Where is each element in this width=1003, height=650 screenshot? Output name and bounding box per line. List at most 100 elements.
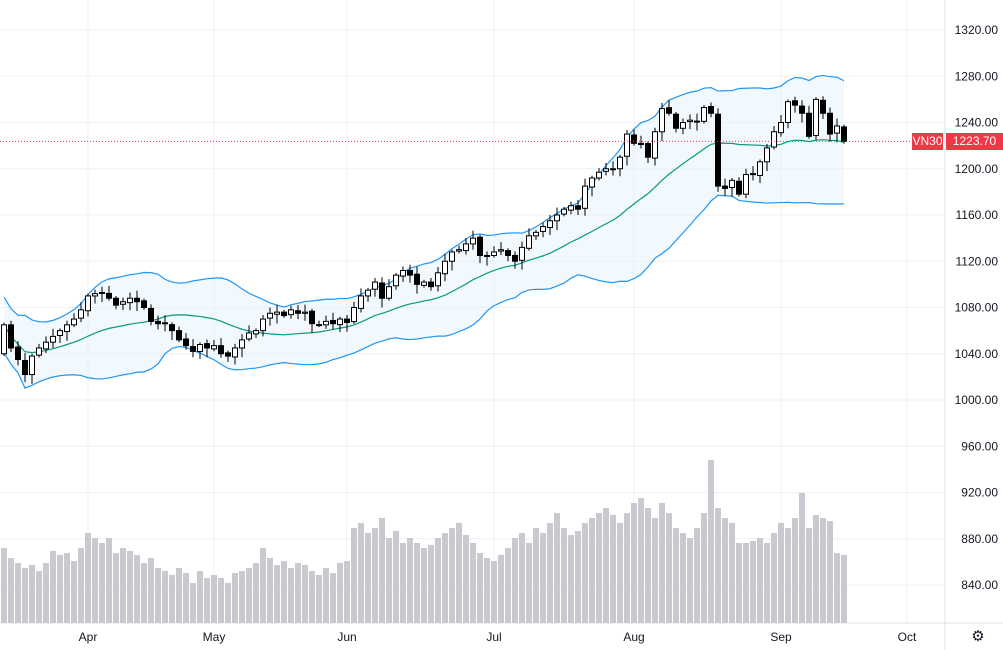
volume-bar <box>22 568 28 623</box>
last-price-badge: 1223.70 <box>946 133 1003 150</box>
candle <box>120 301 126 305</box>
y-tick-label: 1080.00 <box>955 301 999 315</box>
volume-bar <box>309 571 315 623</box>
volume-bar <box>729 523 735 623</box>
volume-bar <box>554 513 560 623</box>
candle <box>813 98 819 136</box>
candle <box>589 177 595 188</box>
volume-bar <box>148 558 154 623</box>
candle <box>820 99 826 114</box>
candle <box>323 320 329 326</box>
volume-bar <box>190 583 196 623</box>
candle <box>743 174 749 195</box>
candle <box>113 297 119 306</box>
candle <box>554 214 560 222</box>
candle <box>694 120 700 123</box>
volume-bar <box>638 498 644 623</box>
candle <box>449 251 455 262</box>
volume-bar <box>687 538 693 623</box>
bollinger-lower <box>3 194 845 389</box>
x-tick-label: Oct <box>898 630 917 644</box>
volume-bar <box>785 528 791 623</box>
volume-bar <box>673 528 679 623</box>
volume-bar <box>708 460 714 623</box>
volume-bar <box>351 528 357 623</box>
candle <box>64 324 70 333</box>
candle <box>596 171 602 179</box>
x-tick-label: Jul <box>486 630 501 644</box>
bollinger-basis <box>3 139 845 354</box>
volume-bar <box>610 515 616 623</box>
volume-bar <box>652 518 658 623</box>
candle <box>43 341 49 350</box>
candle <box>302 311 308 314</box>
candle <box>15 346 21 361</box>
candle <box>484 254 490 257</box>
gear-icon[interactable]: ⚙ <box>971 628 985 645</box>
candle <box>337 318 343 326</box>
candle <box>162 322 168 325</box>
volume-bar <box>421 548 427 623</box>
volume-bar <box>575 531 581 623</box>
candle <box>274 311 280 315</box>
volume-bar <box>778 523 784 623</box>
candle <box>386 286 392 299</box>
candle <box>631 134 637 144</box>
candle <box>316 324 322 327</box>
candle <box>750 173 756 176</box>
volume-bar <box>176 568 182 623</box>
candle <box>785 101 791 123</box>
candle <box>533 231 539 237</box>
candle <box>568 205 574 211</box>
candle <box>575 205 581 210</box>
volume-bar <box>561 528 567 623</box>
volume-bar <box>302 565 308 623</box>
candle <box>148 307 154 322</box>
candle <box>218 345 224 355</box>
y-tick-label: 960.00 <box>961 439 998 453</box>
volume-bar <box>386 538 392 623</box>
candle <box>442 260 448 275</box>
volume-bar <box>232 573 238 623</box>
candle <box>477 236 483 256</box>
volume-bar <box>253 563 259 623</box>
x-tick-label: Apr <box>79 630 98 644</box>
volume-bar <box>799 493 805 623</box>
volume-bar <box>463 535 469 623</box>
y-tick-label: 840.00 <box>961 578 998 592</box>
candle <box>8 324 14 349</box>
volume-bar <box>589 518 595 623</box>
candle <box>190 346 196 352</box>
candle <box>106 292 112 299</box>
volume-bar <box>365 533 371 623</box>
volume-bar <box>757 538 763 623</box>
volume-bar <box>533 528 539 623</box>
volume-bar <box>666 513 672 623</box>
y-tick-label: 1040.00 <box>955 347 999 361</box>
volume-bar <box>43 563 49 623</box>
candle <box>351 307 357 323</box>
y-tick-label: 880.00 <box>961 532 998 546</box>
volume-bar <box>295 563 301 623</box>
candle <box>127 297 133 304</box>
candle <box>680 122 686 129</box>
volume-bar <box>29 565 35 623</box>
y-tick-label: 920.00 <box>961 486 998 500</box>
candle <box>281 311 287 317</box>
volume-bar <box>71 561 77 623</box>
volume-bar <box>162 571 168 623</box>
volume-bar <box>169 575 175 623</box>
volume-bar <box>526 543 532 623</box>
volume-bar <box>274 565 280 623</box>
volume-bar <box>323 568 329 623</box>
candle <box>610 168 616 171</box>
volume-bar <box>715 508 721 623</box>
candle <box>652 131 658 159</box>
volume-bar <box>337 563 343 623</box>
candle <box>50 335 56 343</box>
volume-bar <box>743 543 749 623</box>
candle <box>729 179 735 188</box>
volume-bar <box>211 575 217 623</box>
